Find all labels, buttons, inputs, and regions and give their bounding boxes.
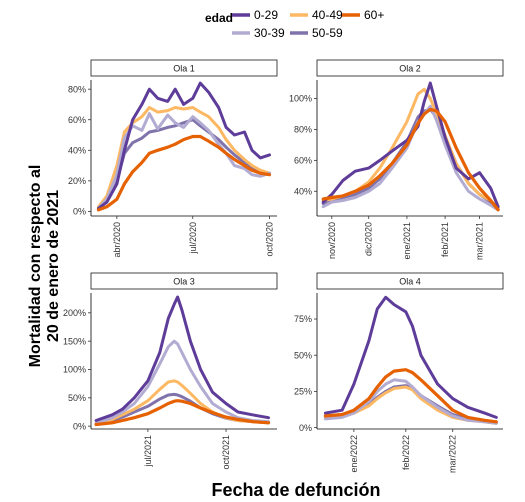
x-tick-label: mar/2021 — [475, 222, 485, 260]
y-tick-label: 40% — [68, 145, 86, 155]
series-line-60+ — [96, 134, 272, 212]
legend-title: edad — [205, 11, 233, 25]
y-tick-label: 200% — [63, 308, 86, 318]
x-tick-label: mar/2022 — [448, 435, 458, 473]
y-axis-title-line1: Mortalidad con respecto al — [27, 165, 44, 368]
series-line-50-59 — [97, 118, 271, 209]
series-line-0-29 — [323, 295, 498, 419]
series-line-30-39 — [94, 339, 270, 425]
y-axis-title: Mortalidad con respecto al 20 de enero d… — [27, 165, 62, 368]
x-axis-title: Fecha de defunción — [211, 480, 380, 500]
x-tick-label: oct/2021 — [221, 435, 231, 470]
y-tick-label: 60% — [68, 115, 86, 125]
x-tick-label: jul/2020 — [188, 222, 198, 255]
panel-title: Ola 1 — [173, 64, 195, 74]
y-tick-label: 80% — [68, 84, 86, 94]
y-tick-label: 0% — [299, 423, 312, 433]
legend-label-40-49: 40-49 — [312, 8, 343, 22]
panel-title: Ola 3 — [173, 277, 195, 287]
x-tick-label: abr/2020 — [112, 222, 122, 258]
x-tick-label: ene/2021 — [402, 222, 412, 260]
y-tick-label: 20% — [68, 176, 86, 186]
series-line-0-29 — [94, 295, 270, 422]
x-tick-label: nov/2020 — [327, 222, 337, 259]
panel-ola-1: Ola 1 0% 20% 40% 60% 80% abr/2020 jul/2020 oct/2… — [68, 59, 278, 258]
panel-strip — [90, 272, 278, 290]
y-tick-label: 100% — [63, 365, 86, 375]
y-tick-label: 100% — [289, 94, 312, 104]
y-tick-label: 60% — [294, 156, 312, 166]
series-line-40-49 — [321, 87, 500, 210]
y-tick-label: 0% — [73, 421, 86, 431]
series-line-60+ — [323, 368, 498, 424]
legend-label-30-39: 30-39 — [254, 26, 285, 40]
x-tick-label: jul/2021 — [143, 435, 153, 468]
series-line-30-39 — [97, 112, 271, 210]
x-tick-label: feb/2021 — [440, 222, 450, 257]
x-tick-label: dic/2020 — [364, 222, 374, 256]
y-tick-label: 75% — [294, 314, 312, 324]
y-tick-label: 40% — [294, 186, 312, 196]
panel-strip — [90, 59, 278, 77]
y-tick-label: 50% — [294, 350, 312, 360]
x-tick-label: oct/2020 — [264, 222, 274, 257]
series-line-60+ — [321, 107, 500, 212]
legend-label-0-29: 0-29 — [254, 8, 278, 22]
y-tick-label: 0% — [73, 207, 86, 217]
panel-ola-4: Ola 4 0% 25% 50% 75% ene/2022 feb/2022 mar/2022 — [294, 272, 504, 473]
panel-strip — [316, 59, 504, 77]
x-tick-label: feb/2022 — [401, 435, 411, 470]
x-tick-label: ene/2022 — [349, 435, 359, 473]
panel-strip — [316, 272, 504, 290]
legend-label-50-59: 50-59 — [312, 26, 343, 40]
series-line-0-29 — [97, 81, 271, 210]
legend: edad 0-29 30-39 40-49 50-59 60+ — [205, 8, 384, 40]
y-tick-label: 50% — [68, 393, 86, 403]
y-axis-title-line2: 20 de enero de 2021 — [45, 190, 62, 342]
panel-ola-2: Ola 2 40% 60% 80% 100% nov/2020 dic/2020 ene/20… — [289, 59, 504, 260]
panel-ola-3: Ola 3 0% 50% 100% 150% 200% jul/2021 oct/2021 — [63, 272, 278, 470]
panel-title: Ola 4 — [399, 277, 421, 287]
series-line-40-49 — [97, 106, 271, 209]
panel-title: Ola 2 — [399, 64, 421, 74]
y-tick-label: 150% — [63, 336, 86, 346]
y-tick-label: 80% — [294, 125, 312, 135]
series-line-30-39 — [323, 378, 498, 425]
series-line-60+ — [94, 399, 271, 427]
y-tick-label: 25% — [294, 387, 312, 397]
legend-label-60+: 60+ — [364, 8, 384, 22]
